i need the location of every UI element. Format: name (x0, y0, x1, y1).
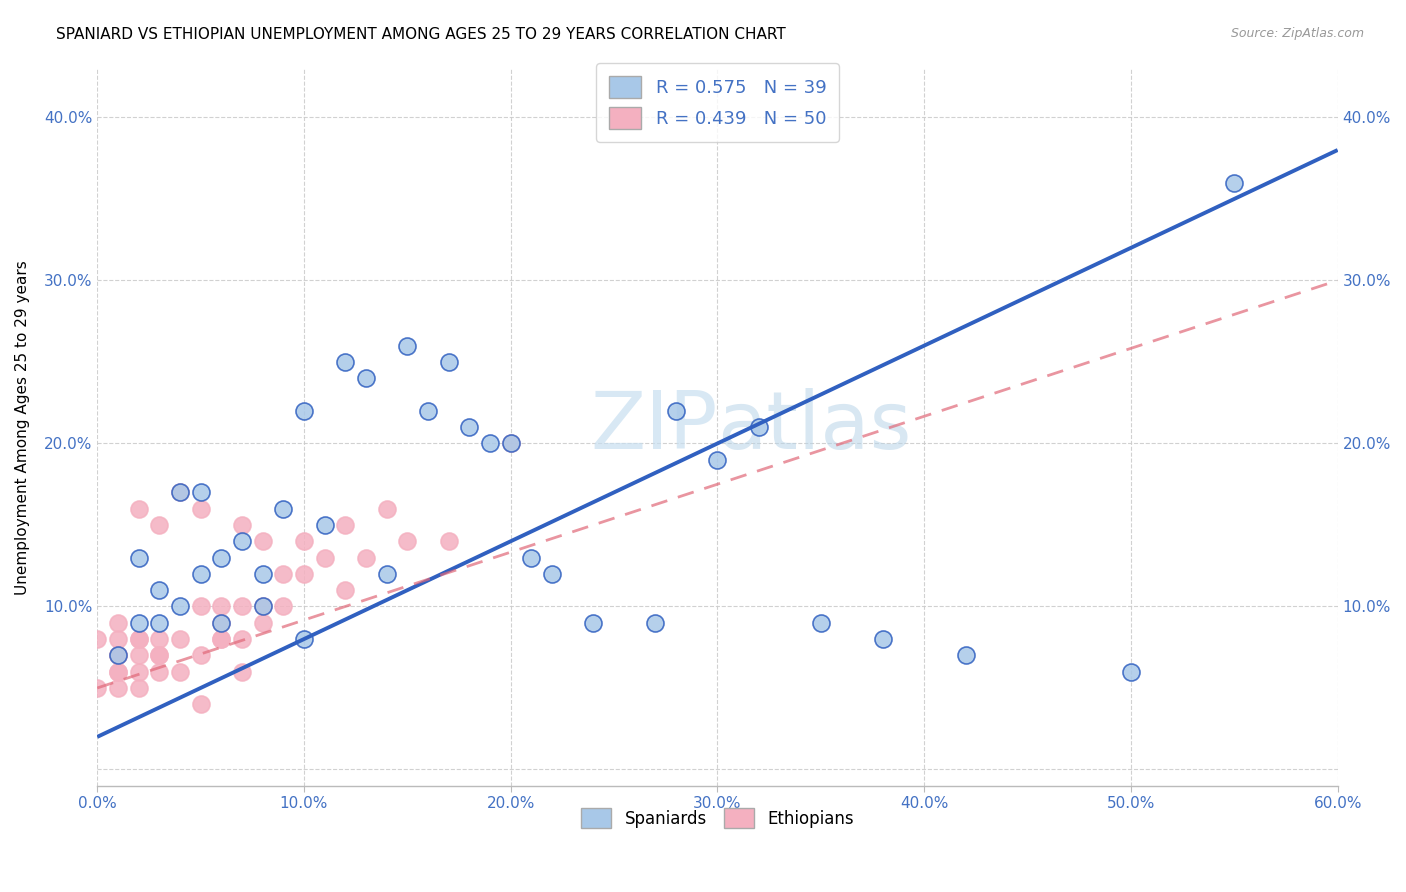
Point (209, 550, 232, 565)
Point (541, 566, 564, 581)
Point (231, 518, 253, 533)
Point (128, 648, 150, 663)
Point (128, 632, 150, 646)
Point (582, 615, 605, 630)
Point (148, 518, 170, 533)
Point (107, 615, 129, 630)
Point (354, 371, 377, 385)
Point (375, 501, 398, 516)
Point (107, 648, 129, 663)
Point (396, 534, 419, 549)
Text: SPANIARD VS ETHIOPIAN UNEMPLOYMENT AMONG AGES 25 TO 29 YEARS CORRELATION CHART: SPANIARD VS ETHIOPIAN UNEMPLOYMENT AMONG… (56, 27, 786, 42)
Point (810, 615, 832, 630)
Point (437, 355, 460, 369)
Point (706, 452, 728, 467)
Point (335, 355, 357, 369)
Point (107, 665, 129, 679)
Point (107, 648, 129, 663)
Point (416, 404, 439, 418)
Point (292, 632, 315, 646)
Point (190, 501, 212, 516)
Point (209, 632, 232, 646)
Point (520, 550, 543, 565)
Point (86, 632, 108, 646)
Point (644, 615, 666, 630)
Point (190, 648, 212, 663)
Point (292, 404, 315, 418)
Point (231, 632, 253, 646)
Point (128, 501, 150, 516)
Point (148, 615, 170, 630)
Point (107, 681, 129, 695)
Point (209, 615, 232, 630)
Point (169, 485, 191, 500)
Point (314, 518, 336, 533)
Point (190, 485, 212, 500)
Point (335, 583, 357, 598)
Point (148, 648, 170, 663)
Point (169, 599, 191, 614)
Point (437, 534, 460, 549)
Point (479, 436, 502, 450)
Point (209, 615, 232, 630)
Point (169, 632, 191, 646)
Point (271, 501, 294, 516)
Point (190, 566, 212, 581)
Point (128, 665, 150, 679)
Point (128, 681, 150, 695)
Point (458, 420, 481, 434)
Point (148, 648, 170, 663)
Point (1119, 665, 1142, 679)
Point (375, 566, 398, 581)
Point (499, 436, 522, 450)
Point (107, 665, 129, 679)
Text: Source: ZipAtlas.com: Source: ZipAtlas.com (1230, 27, 1364, 40)
Point (499, 436, 522, 450)
Point (252, 566, 274, 581)
Point (955, 648, 977, 663)
Point (665, 404, 688, 418)
Point (190, 599, 212, 614)
Point (396, 338, 419, 352)
Point (107, 632, 129, 646)
Point (354, 550, 377, 565)
Point (107, 648, 129, 663)
Point (314, 550, 336, 565)
Point (190, 698, 212, 712)
Point (292, 534, 315, 549)
Point (209, 632, 232, 646)
Point (148, 583, 170, 598)
Legend: Spaniards, Ethiopians: Spaniards, Ethiopians (575, 801, 860, 835)
Point (128, 550, 150, 565)
Point (252, 599, 274, 614)
Point (872, 632, 894, 646)
Point (148, 632, 170, 646)
Point (252, 534, 274, 549)
Point (231, 599, 253, 614)
Point (252, 615, 274, 630)
Point (231, 534, 253, 549)
Point (1223, 176, 1246, 190)
Point (748, 420, 770, 434)
Y-axis label: Unemployment Among Ages 25 to 29 years: Unemployment Among Ages 25 to 29 years (15, 260, 30, 595)
Point (335, 518, 357, 533)
Point (86, 681, 108, 695)
Point (209, 599, 232, 614)
Point (148, 665, 170, 679)
Point (271, 566, 294, 581)
Point (128, 615, 150, 630)
Point (271, 599, 294, 614)
Point (169, 665, 191, 679)
Text: ZIP: ZIP (591, 388, 717, 467)
Point (252, 599, 274, 614)
Point (231, 665, 253, 679)
Point (128, 632, 150, 646)
Point (292, 566, 315, 581)
Text: atlas: atlas (717, 388, 912, 467)
Point (169, 485, 191, 500)
